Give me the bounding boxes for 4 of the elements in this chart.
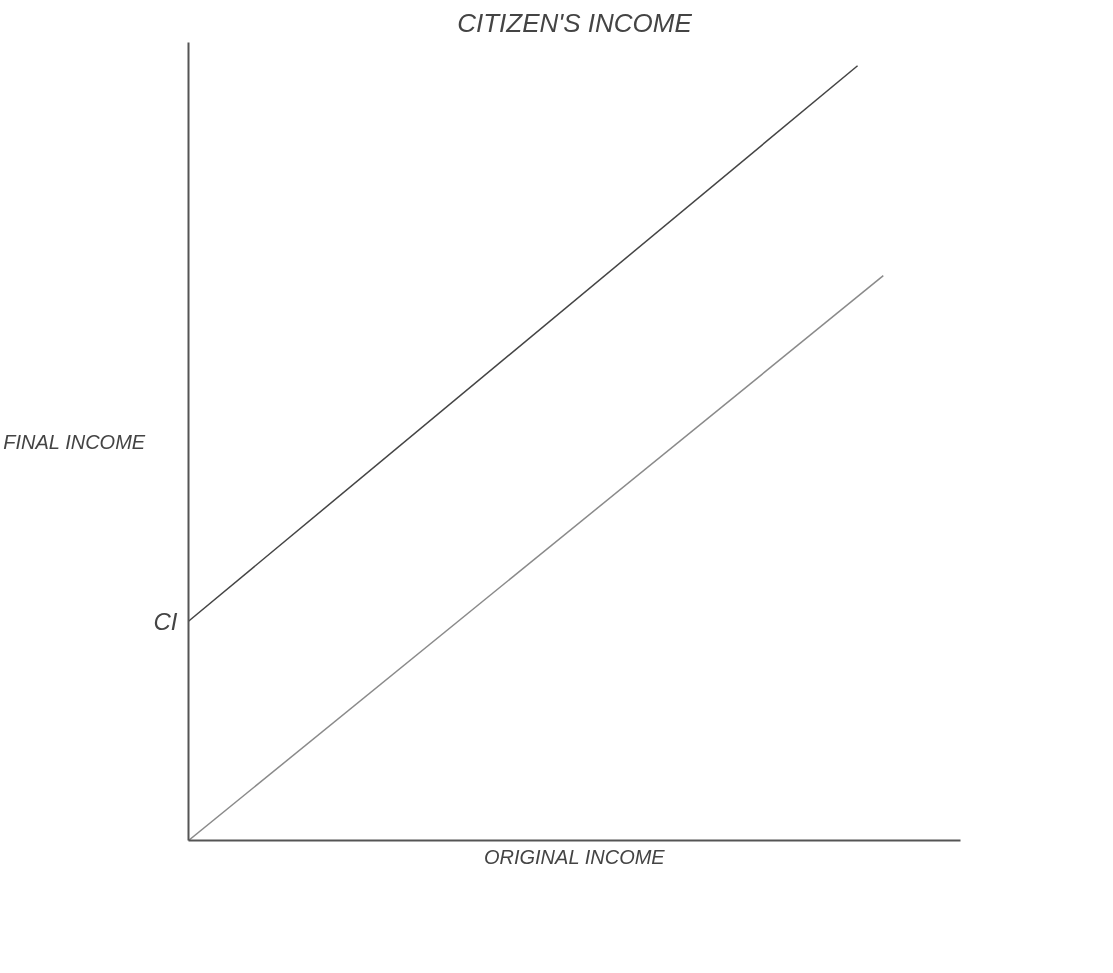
chart-title: CITIZEN'S INCOME [457,7,693,38]
y-axis-title: FINAL INCOME [3,430,146,453]
x-axis-title: ORIGINAL INCOME [483,845,666,868]
text: CI [153,607,178,635]
